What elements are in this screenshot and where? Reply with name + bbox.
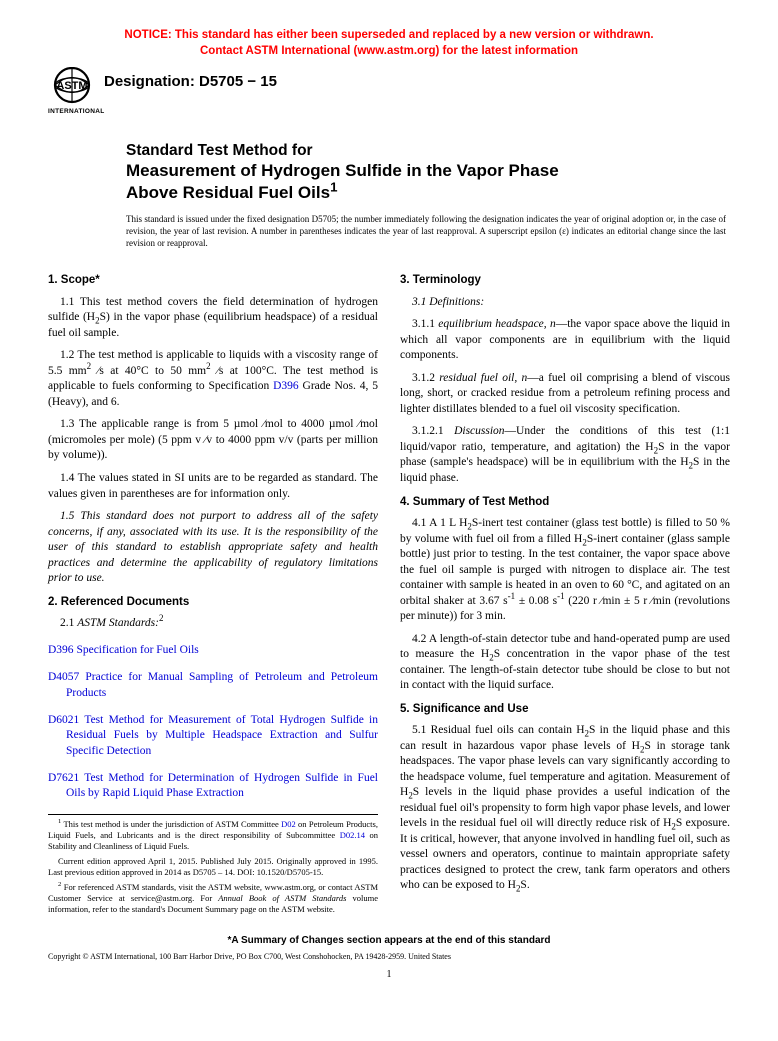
copyright-line: Copyright © ASTM International, 100 Barr… bbox=[48, 952, 730, 961]
link-d4057[interactable]: D4057 bbox=[48, 671, 79, 683]
ref-d7621: D7621 Test Method for Determination of H… bbox=[48, 771, 378, 802]
notice-banner: NOTICE: This standard has either been su… bbox=[48, 28, 730, 59]
link-d6021[interactable]: D6021 bbox=[48, 714, 79, 726]
summary-heading: 4. Summary of Test Method bbox=[400, 495, 730, 511]
summary-of-changes-note: *A Summary of Changes section appears at… bbox=[48, 935, 730, 946]
para-3-1-2-1: 3.1.2.1 Discussion—Under the conditions … bbox=[400, 424, 730, 486]
referenced-docs-heading: 2. Referenced Documents bbox=[48, 595, 378, 611]
title-main: Measurement of Hydrogen Sulfide in the V… bbox=[126, 160, 730, 203]
left-column: 1. Scope* 1.1 This test method covers th… bbox=[48, 265, 378, 919]
para-1-3: 1.3 The applicable range is from 5 µmol … bbox=[48, 417, 378, 464]
title-line1: Measurement of Hydrogen Sulfide in the V… bbox=[126, 161, 559, 180]
title-footnote-ref: 1 bbox=[330, 179, 337, 194]
terminology-heading: 3. Terminology bbox=[400, 273, 730, 289]
link-d02[interactable]: D02 bbox=[281, 819, 296, 829]
astm-logo: ASTM INTERNATIONAL bbox=[48, 67, 96, 115]
header-row: ASTM INTERNATIONAL Designation: D5705 − … bbox=[48, 67, 730, 115]
footnotes: 1 This test method is under the jurisdic… bbox=[48, 814, 378, 915]
link-d7621[interactable]: D7621 bbox=[48, 772, 79, 784]
para-3-1-1: 3.1.1 equilibrium headspace, n—the vapor… bbox=[400, 317, 730, 364]
issuance-note: This standard is issued under the fixed … bbox=[126, 213, 730, 249]
para-1-1: 1.1 This test method covers the field de… bbox=[48, 295, 378, 342]
title-line2: Above Residual Fuel Oils bbox=[126, 183, 330, 202]
para-4-2: 4.2 A length-of-stain detector tube and … bbox=[400, 632, 730, 694]
right-column: 3. Terminology 3.1 Definitions: 3.1.1 eq… bbox=[400, 265, 730, 919]
footnote-1: 1 This test method is under the jurisdic… bbox=[48, 819, 378, 852]
title-super: Standard Test Method for bbox=[126, 141, 730, 160]
logo-text: INTERNATIONAL bbox=[48, 108, 96, 115]
designation: Designation: D5705 − 15 bbox=[104, 67, 277, 90]
footnote-2: 2 For referenced ASTM standards, visit t… bbox=[48, 882, 378, 915]
para-1-4: 1.4 The values stated in SI units are to… bbox=[48, 471, 378, 502]
ref-d6021: D6021 Test Method for Measurement of Tot… bbox=[48, 713, 378, 760]
astm-logo-icon: ASTM bbox=[48, 67, 96, 107]
link-d0214[interactable]: D02.14 bbox=[340, 830, 365, 840]
notice-line1: NOTICE: This standard has either been su… bbox=[124, 29, 653, 41]
footnote-1b: Current edition approved April 1, 2015. … bbox=[48, 856, 378, 878]
para-1-5: 1.5 This standard does not purport to ad… bbox=[48, 509, 378, 587]
svg-text:ASTM: ASTM bbox=[56, 80, 87, 92]
ref-d4057: D4057 Practice for Manual Sampling of Pe… bbox=[48, 670, 378, 701]
page: NOTICE: This standard has either been su… bbox=[0, 0, 778, 1000]
para-5-1: 5.1 Residual fuel oils can contain H2S i… bbox=[400, 723, 730, 894]
link-d396-ref[interactable]: D396 bbox=[48, 644, 74, 656]
para-2-1: 2.1 ASTM Standards:2 bbox=[48, 616, 378, 632]
scope-heading: 1. Scope* bbox=[48, 273, 378, 289]
notice-line2: Contact ASTM International (www.astm.org… bbox=[200, 45, 578, 57]
para-3-1: 3.1 Definitions: bbox=[400, 295, 730, 311]
para-1-2: 1.2 The test method is applicable to liq… bbox=[48, 348, 378, 410]
title-block: Standard Test Method for Measurement of … bbox=[126, 141, 730, 203]
significance-heading: 5. Significance and Use bbox=[400, 702, 730, 718]
page-number: 1 bbox=[48, 969, 730, 980]
para-3-1-2: 3.1.2 residual fuel oil, n—a fuel oil co… bbox=[400, 371, 730, 418]
body-columns: 1. Scope* 1.1 This test method covers th… bbox=[48, 265, 730, 919]
para-4-1: 4.1 A 1 L H2S-inert test container (glas… bbox=[400, 516, 730, 625]
link-d396[interactable]: D396 bbox=[273, 380, 299, 392]
ref-d396: D396 Specification for Fuel Oils bbox=[48, 643, 378, 659]
